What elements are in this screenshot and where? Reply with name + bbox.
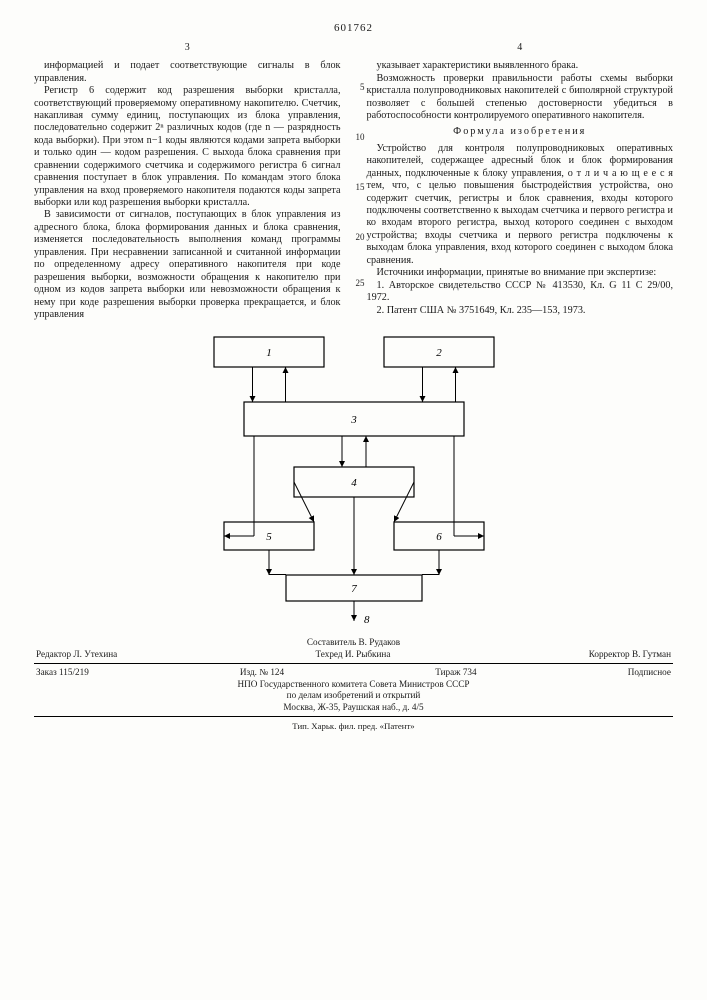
svg-text:3: 3 (350, 414, 357, 426)
svg-text:6: 6 (436, 531, 442, 543)
header-number: 601762 (34, 22, 673, 34)
podpisnoe: Подписное (628, 667, 671, 679)
formula-title: Формула изобретения (367, 126, 674, 138)
flowchart-diagram: 1 2 3 4 5 6 7 8 (34, 327, 673, 627)
svg-text:8: 8 (364, 614, 370, 626)
imprint-footer: Составитель В. Рудаков Редактор Л. Утехи… (34, 637, 673, 732)
tehred: Техред И. Рыбкина (316, 649, 391, 661)
flowchart-svg: 1 2 3 4 5 6 7 8 (174, 327, 534, 627)
right-col-number: 4 (367, 42, 674, 54)
svg-text:4: 4 (351, 477, 357, 489)
right-para: указывает характеристики выявленного бра… (367, 60, 674, 72)
print-row: Заказ 115/219 Изд. № 124 Тираж 734 Подпи… (34, 667, 673, 679)
divider (34, 716, 673, 717)
credits-row: Редактор Л. Утехина Техред И. Рыбкина Ко… (34, 649, 673, 661)
zakaz: Заказ 115/219 (36, 667, 89, 679)
left-para: Регистр 6 содержит код разрешения выборк… (34, 85, 341, 209)
line-marker: 25 (353, 278, 365, 289)
line-marker: 15 (353, 182, 365, 193)
line-marker: 5 (353, 82, 365, 93)
left-para: В зависимости от сигналов, поступающих в… (34, 209, 341, 321)
izd: Изд. № 124 (240, 667, 284, 679)
left-column: 3 информацией и подает соответствующие с… (34, 42, 341, 321)
sources-header: Источники информации, принятые во вниман… (367, 267, 674, 279)
typography-line: Тип. Харьк. фил. пред. «Патент» (34, 721, 673, 732)
text-columns: 3 информацией и подает соответствующие с… (34, 42, 673, 321)
left-col-number: 3 (34, 42, 341, 54)
svg-text:7: 7 (351, 583, 357, 595)
page: 601762 3 информацией и подает соответств… (0, 0, 707, 1000)
line-marker: 10 (353, 132, 365, 143)
svg-text:2: 2 (436, 347, 442, 359)
source-item: 2. Патент США № 3751649, Кл. 235—153, 19… (367, 305, 674, 317)
line-marker: 20 (353, 232, 365, 243)
source-item: 1. Авторское свидетельство СССР № 413530… (367, 280, 674, 305)
sostavitel: Составитель В. Рудаков (34, 637, 673, 649)
redaktor: Редактор Л. Утехина (36, 649, 117, 661)
divider (34, 663, 673, 664)
svg-text:5: 5 (266, 531, 272, 543)
org-line: НПО Государственного комитета Совета Мин… (34, 679, 673, 691)
left-para: информацией и подает соответствующие сиг… (34, 60, 341, 85)
formula-para: Устройство для контроля полупроводниковы… (367, 143, 674, 267)
right-column: 5 10 15 20 25 4 указывает характеристики… (367, 42, 674, 321)
korrektor: Корректор В. Гутман (589, 649, 671, 661)
tirazh: Тираж 734 (435, 667, 476, 679)
addr-line: Москва, Ж-35, Раушская наб., д. 4/5 (34, 702, 673, 714)
right-para: Возможность проверки правильности работы… (367, 73, 674, 123)
svg-text:1: 1 (266, 347, 272, 359)
org-line: по делам изобретений и открытий (34, 690, 673, 702)
